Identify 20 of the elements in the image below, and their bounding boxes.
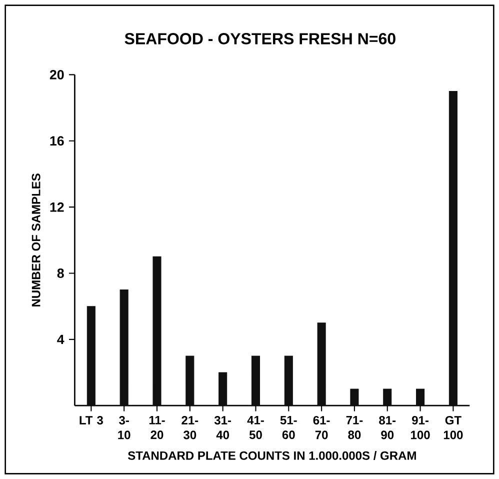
x-axis-title: STANDARD PLATE COUNTS IN 1.000.000S / GRAM (128, 451, 416, 460)
y-tick-label: 4 (57, 334, 64, 344)
x-tick-label: 3- 10 (118, 416, 130, 440)
x-tick-label: 51- 60 (280, 416, 297, 440)
y-tick-label: 12 (50, 202, 64, 212)
x-tick-label: 81- 90 (379, 416, 396, 440)
x-tick-label: 91- 100 (411, 416, 430, 440)
x-tick-label: 61- 70 (313, 416, 330, 440)
x-tick-label: 11- 20 (149, 416, 165, 440)
y-axis-title: NUMBER OF SAMPLES (32, 174, 40, 306)
x-tick-label: 31- 40 (214, 416, 232, 440)
x-tick-label: 21- 30 (182, 416, 198, 440)
x-tick-label: GT 100 (444, 416, 463, 440)
y-tick-label: 8 (57, 268, 64, 278)
y-tick-label: 16 (50, 136, 64, 146)
y-tick-label: 20 (50, 70, 64, 80)
x-tick-label: LT 3 (80, 416, 103, 425)
x-tick-label: 71- 80 (346, 416, 363, 440)
chart-title: SEAFOOD - OYSTERS FRESH N=60 (124, 33, 396, 44)
x-tick-label: 41- 50 (247, 416, 264, 440)
